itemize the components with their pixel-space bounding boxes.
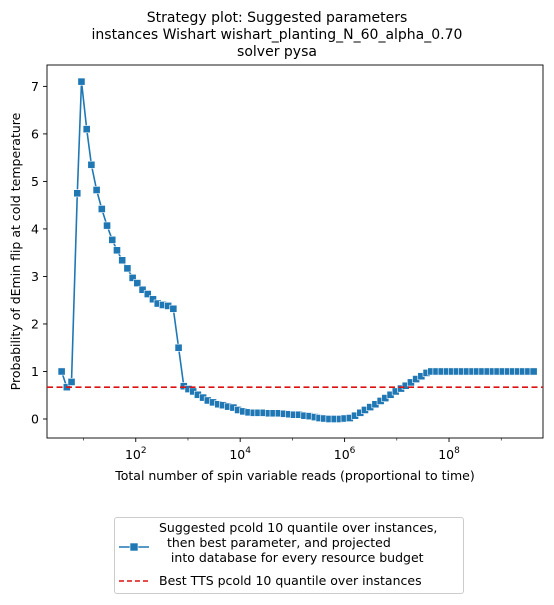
x-tick-label: 108 (438, 446, 460, 462)
x-tick-label: 104 (229, 446, 251, 462)
series-suggested-point (103, 221, 111, 230)
series-suggested-point (57, 367, 66, 376)
series-suggested-point (82, 125, 91, 134)
series-layer (47, 77, 543, 423)
y-axis-ticks: 0 1 2 3 4 5 6 7 (31, 79, 47, 426)
y-tick-label: 0 (31, 411, 39, 426)
series-suggested-point (128, 273, 137, 282)
chart-title-line-3: solver pysa (237, 44, 317, 60)
legend-marker-line-icon (119, 542, 149, 552)
chart-title-line-2: instances Wishart wishart_planting_N_60_… (91, 27, 463, 43)
series-suggested-point (529, 367, 538, 376)
y-tick-label: 6 (31, 126, 39, 141)
series-suggested-point (118, 256, 127, 265)
series-suggested-point (174, 343, 183, 352)
series-suggested-point (123, 264, 132, 273)
plot-area (46, 64, 544, 439)
series-suggested-point (67, 378, 76, 386)
series-suggested-point (113, 246, 121, 255)
chart-title-line-1: Strategy plot: Suggested parameters (146, 10, 408, 26)
legend-entry-suggested: Suggested pcold 10 quantile over instanc… (115, 518, 463, 572)
y-tick-label: 2 (31, 316, 39, 331)
series-suggested-point (73, 189, 82, 198)
legend-label-best-tts: Best TTS pcold 10 quantile over instance… (159, 573, 422, 588)
series-suggested-point (97, 205, 106, 213)
series-suggested-point (108, 235, 117, 244)
legend-entry-best-tts: Best TTS pcold 10 quantile over instance… (115, 572, 463, 592)
series-suggested-point (133, 279, 142, 287)
y-tick-label: 1 (31, 364, 39, 379)
x-axis-ticks: 102 104 106 108 (83, 438, 502, 462)
x-tick-label: 102 (125, 446, 147, 462)
y-tick-label: 5 (31, 174, 39, 189)
y-axis-label: Probability of dEmin flip at cold temper… (8, 112, 23, 390)
series-suggested-point (138, 285, 147, 294)
series-suggested-point (87, 160, 96, 169)
y-tick-label: 7 (31, 79, 39, 94)
x-tick-label: 106 (334, 446, 356, 462)
legend-label-suggested: Suggested pcold 10 quantile over instanc… (159, 520, 438, 565)
series-suggested-point (169, 304, 178, 313)
y-tick-label: 3 (31, 269, 39, 284)
y-tick-label: 4 (31, 221, 39, 236)
legend: Suggested pcold 10 quantile over instanc… (114, 517, 464, 594)
series-suggested-point (92, 186, 101, 194)
series-suggested-point (149, 295, 157, 304)
series-suggested-point (77, 77, 86, 86)
legend-dashed-line-icon (119, 580, 149, 582)
x-axis-label: Total number of spin variable reads (pro… (114, 468, 475, 483)
series-suggested-point (143, 290, 152, 298)
